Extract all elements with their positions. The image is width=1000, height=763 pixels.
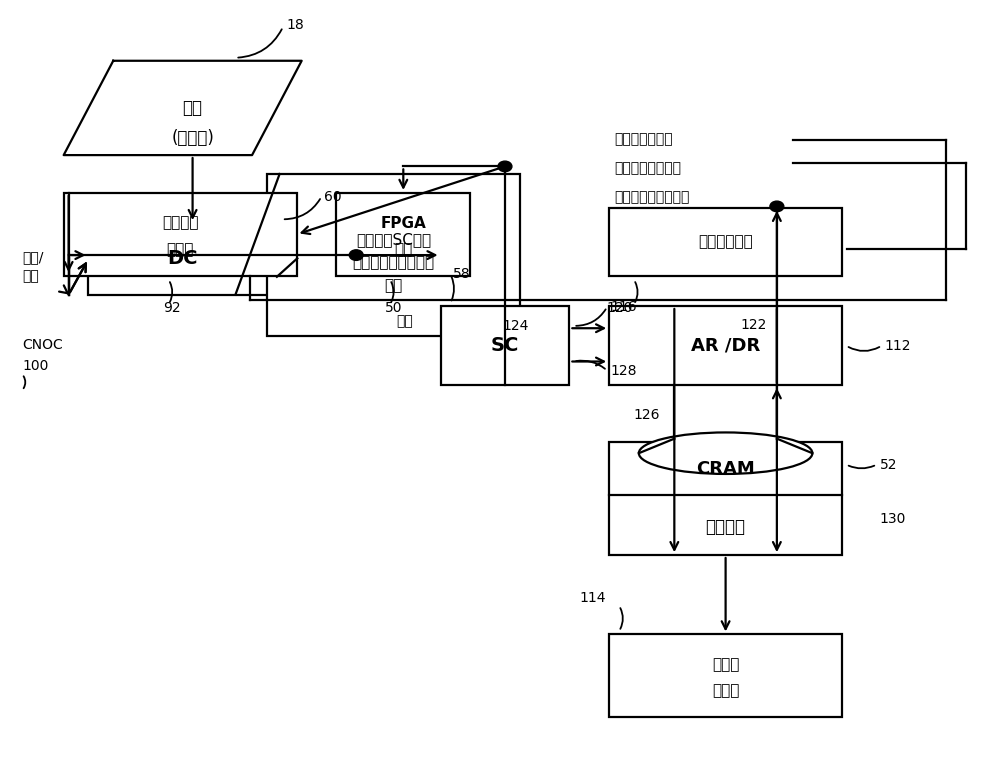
Text: 130: 130 <box>880 512 906 526</box>
Text: 92: 92 <box>164 301 181 315</box>
FancyBboxPatch shape <box>609 208 842 276</box>
FancyBboxPatch shape <box>441 306 569 385</box>
Text: DC: DC <box>167 250 198 269</box>
Circle shape <box>770 201 784 211</box>
Text: 存储器管理器的配置: 存储器管理器的配置 <box>352 255 434 270</box>
Text: FPGA: FPGA <box>380 215 426 230</box>
Text: 配置/: 配置/ <box>22 250 43 264</box>
Text: 124: 124 <box>502 320 528 333</box>
Text: 114: 114 <box>579 591 606 605</box>
FancyBboxPatch shape <box>336 193 470 276</box>
Text: 控制: 控制 <box>396 314 413 328</box>
Text: 122: 122 <box>740 318 766 332</box>
Text: 58: 58 <box>453 267 471 282</box>
Text: 50: 50 <box>385 301 402 315</box>
Text: 52: 52 <box>880 458 897 472</box>
Text: (比特流): (比特流) <box>171 129 214 147</box>
Text: 116: 116 <box>610 300 637 314</box>
Text: 扇区化存储器的配置: 扇区化存储器的配置 <box>614 190 689 204</box>
FancyBboxPatch shape <box>88 223 277 295</box>
Text: 存储器管理器: 存储器管理器 <box>698 234 753 250</box>
Circle shape <box>498 161 512 172</box>
FancyBboxPatch shape <box>267 174 520 336</box>
Text: 结构: 结构 <box>394 242 412 257</box>
Text: 存储器: 存储器 <box>712 684 739 698</box>
Text: 流水线化: 流水线化 <box>706 518 746 536</box>
Polygon shape <box>64 61 302 155</box>
Text: 100: 100 <box>22 359 48 373</box>
Text: 126: 126 <box>634 408 660 423</box>
Text: 60: 60 <box>324 190 342 204</box>
Text: 结构内: 结构内 <box>712 657 739 672</box>
FancyBboxPatch shape <box>609 442 842 555</box>
Text: 来自通过存储器: 来自通过存储器 <box>614 133 673 146</box>
Text: 18: 18 <box>286 18 304 32</box>
Text: CNOC: CNOC <box>22 338 63 353</box>
Text: 存储器: 存储器 <box>166 242 194 257</box>
Text: 112: 112 <box>885 339 911 353</box>
FancyBboxPatch shape <box>64 193 297 276</box>
Text: 管理器精心安排的: 管理器精心安排的 <box>614 161 681 175</box>
Text: 扇区对齐: 扇区对齐 <box>162 215 198 230</box>
Text: 不同: 不同 <box>384 278 403 293</box>
Text: SC: SC <box>491 336 519 355</box>
Text: 程序: 程序 <box>183 99 203 117</box>
Text: CRAM: CRAM <box>696 460 755 478</box>
Ellipse shape <box>639 433 812 474</box>
Text: 程序引导SC使对: 程序引导SC使对 <box>356 233 431 247</box>
Text: AR /DR: AR /DR <box>691 336 760 355</box>
Text: 120: 120 <box>606 301 632 315</box>
Text: 128: 128 <box>610 363 637 378</box>
Text: 数据: 数据 <box>22 269 39 283</box>
Circle shape <box>349 250 363 260</box>
FancyBboxPatch shape <box>609 634 842 717</box>
FancyBboxPatch shape <box>609 306 842 385</box>
